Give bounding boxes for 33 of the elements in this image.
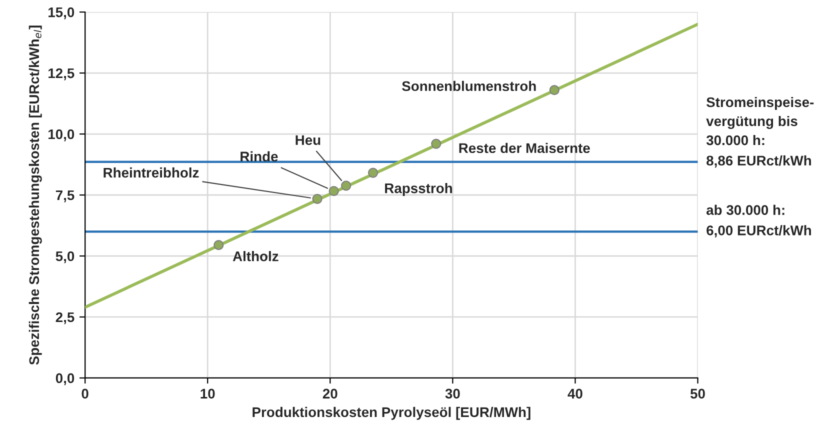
annotation: Rinde: [240, 151, 278, 162]
text: Stromeinspeise- vergütung bis 30.000 h:: [706, 96, 814, 146]
annotation: Sonnenblumenstroh: [402, 80, 536, 92]
point: [214, 240, 224, 250]
y-tick-label: 0,0: [56, 373, 74, 386]
x-axis-title: Produktionskosten Pyrolyseöl [EUR/MWh]: [252, 406, 530, 420]
y-tick-label: 12,5: [48, 68, 74, 80]
text: ab 30.000 h:: [706, 204, 784, 215]
x-tick-label: 0: [82, 388, 88, 399]
ref-line-label: 6,00 EURct/kWh: [706, 225, 811, 238]
annotation: Reste der Maisernte: [459, 142, 590, 154]
x-tick-label: 20: [322, 388, 338, 399]
point: [328, 186, 339, 196]
annotation: Altholz: [232, 251, 278, 262]
x-tick-label: 40: [568, 388, 582, 399]
x-tick-label: 50: [690, 388, 705, 399]
ref-line-label: 8,86 EURct/kWh: [706, 155, 811, 168]
y-tick-label: 10,0: [48, 129, 74, 142]
annotation: Rapsstroh: [385, 183, 452, 196]
annotation: Heu: [296, 135, 320, 146]
annotation: Rheintreibholz: [104, 167, 199, 178]
y-tick-label: 2,5: [56, 312, 74, 324]
y-tick-label: 5,0: [56, 251, 74, 264]
point: [431, 138, 442, 149]
point: [341, 180, 352, 191]
x-tick-label: 10: [200, 388, 215, 399]
point: [312, 194, 322, 204]
y-axis-title: Spezifische Stromgestehungskosten [EURct/kWh$_{el}$]: [28, 26, 42, 365]
point: [368, 168, 378, 178]
y-tick-label: 7,5: [56, 190, 74, 202]
y-tick-label: 15,0: [48, 7, 74, 20]
x-tick-label: 30: [445, 388, 460, 399]
point: [549, 85, 560, 96]
